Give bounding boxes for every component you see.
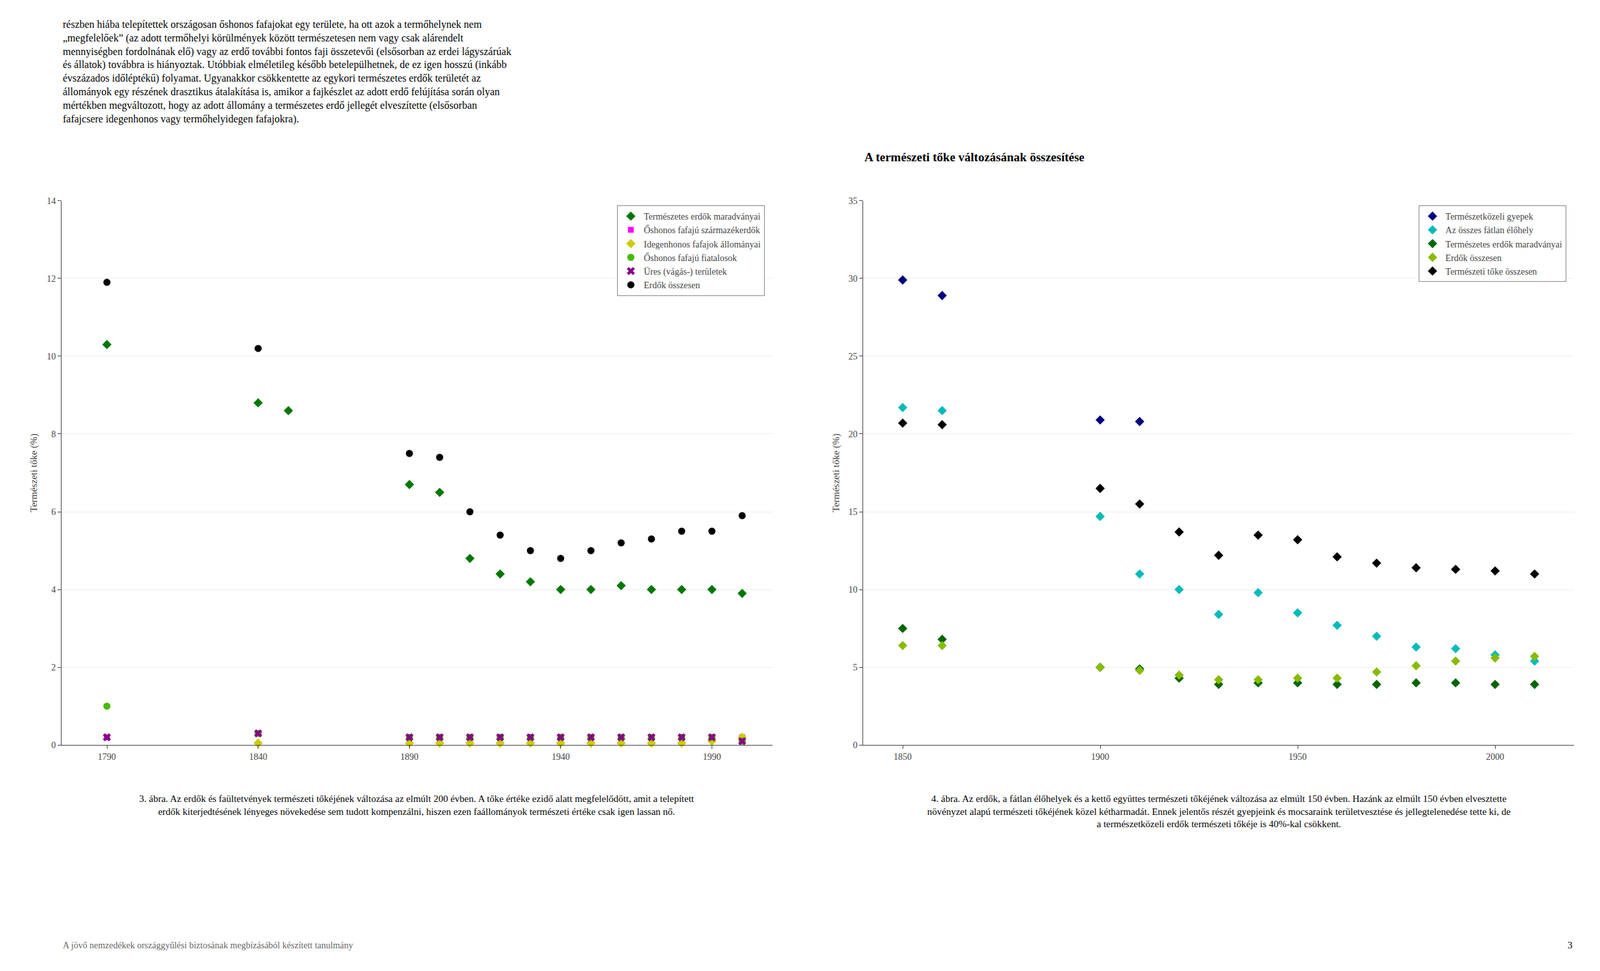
svg-text:Természetes erdők maradványai: Természetes erdők maradványai [643,211,761,222]
svg-text:1990: 1990 [702,751,721,762]
svg-text:1900: 1900 [1091,751,1110,762]
svg-text:részben hiába telepítettek ors: részben hiába telepítettek országosan ős… [62,18,512,125]
svg-text:Erdők összesen: Erdők összesen [643,280,700,291]
svg-text:A természeti tőke változásának: A természeti tőke változásának összesíté… [864,150,1085,164]
svg-text:5: 5 [852,662,858,673]
svg-text:Erdők összesen: Erdők összesen [1445,253,1502,263]
svg-text:Természetközeli gyepek: Természetközeli gyepek [1445,211,1533,222]
svg-text:Természeti tőke (%): Természeti tőke (%) [28,433,40,512]
svg-text:1850: 1850 [893,751,912,762]
svg-text:0: 0 [51,740,56,750]
svg-text:2: 2 [51,662,56,673]
svg-text:10: 10 [848,584,858,595]
svg-text:1940: 1940 [551,751,570,762]
svg-text:14: 14 [46,196,56,206]
svg-text:1840: 1840 [249,751,268,762]
svg-text:A jövő nemzedékek országgyűlés: A jövő nemzedékek országgyűlési biztosán… [62,940,353,950]
svg-text:6: 6 [51,507,56,517]
svg-text:20: 20 [848,429,858,440]
svg-text:1950: 1950 [1288,751,1307,762]
svg-text:30: 30 [848,273,858,284]
svg-text:25: 25 [848,351,858,362]
svg-text:Az összes fátlan élőhely: Az összes fátlan élőhely [1445,225,1534,236]
svg-text:Természeti tőke összesen: Természeti tőke összesen [1445,266,1537,277]
svg-text:Idegenhonos fafajok állományai: Idegenhonos fafajok állományai [643,239,761,250]
svg-text:0: 0 [852,740,858,750]
svg-text:15: 15 [848,507,858,517]
svg-text:3: 3 [1567,939,1573,950]
svg-text:10: 10 [46,351,56,362]
svg-text:3. ábra. Az erdők és faültetvé: 3. ábra. Az erdők és faültetvények termé… [139,793,695,817]
svg-text:Őshonos fafajú származékerdők: Őshonos fafajú származékerdők [643,224,761,236]
svg-text:4. ábra. Az erdők, a fátlan él: 4. ábra. Az erdők, a fátlan élőhelyek és… [927,793,1511,829]
svg-text:1790: 1790 [97,751,116,762]
svg-text:Természetes erdők maradványai: Természetes erdők maradványai [1445,239,1562,250]
svg-text:1890: 1890 [400,751,419,762]
svg-text:12: 12 [46,273,56,284]
svg-text:Őshonos fafajú fiatalosok: Őshonos fafajú fiatalosok [643,252,737,263]
svg-text:Üres (vágás-) területek: Üres (vágás-) területek [643,266,727,278]
svg-text:35: 35 [848,196,858,206]
svg-text:2000: 2000 [1486,751,1505,762]
svg-text:4: 4 [51,584,56,595]
svg-text:8: 8 [51,429,56,440]
svg-text:Természeti tőke (%): Természeti tőke (%) [830,433,842,512]
